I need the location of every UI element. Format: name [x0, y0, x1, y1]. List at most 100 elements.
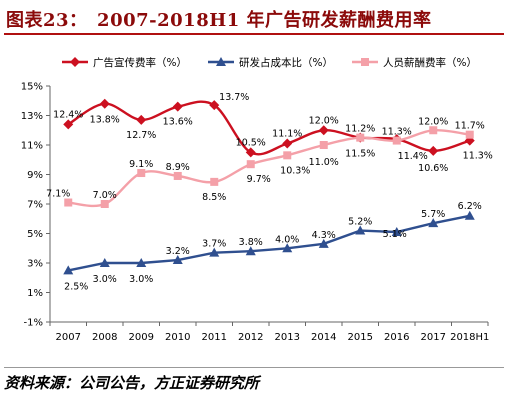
- y-tick-label: 13%: [21, 111, 43, 122]
- data-label-ad: 11.4%: [398, 151, 428, 162]
- y-tick-label: 3%: [27, 259, 43, 270]
- data-label-salary: 8.9%: [166, 162, 190, 173]
- y-tick-label: 7%: [27, 200, 43, 211]
- data-label-ad: 12.7%: [126, 130, 156, 141]
- legend-label-rd: 研发占成本比（%）: [239, 56, 333, 69]
- legend-label-salary: 人员薪酬费率（%）: [383, 56, 477, 69]
- x-tick-label: 2013: [275, 332, 300, 343]
- data-label-salary: 11.5%: [345, 149, 375, 160]
- legend-marker-salary: [361, 58, 369, 66]
- data-point-salary: [356, 133, 365, 142]
- data-label-rd: 4.3%: [312, 230, 336, 241]
- data-point-rd: [209, 247, 220, 257]
- data-label-salary: 11.0%: [309, 157, 339, 168]
- y-tick-label: 11%: [21, 141, 43, 152]
- x-tick-label: 2011: [202, 332, 227, 343]
- data-point-rd: [355, 225, 366, 235]
- x-tick-label: 2017: [421, 332, 446, 343]
- data-label-rd: 6.2%: [458, 201, 482, 212]
- data-point-rd: [63, 265, 74, 275]
- line-chart: -1% 1% 3% 5% 7% 9% 11% 13% 15% 2007 2008 2009 2010 20…: [21, 56, 493, 343]
- data-label-ad: 12.0%: [309, 115, 339, 126]
- x-tick-label: 2010: [165, 332, 190, 343]
- chart-title: 图表23： 2007-2018H1 年广告研发薪酬费用率: [6, 10, 432, 31]
- legend-marker-rd: [216, 57, 226, 66]
- data-point-salary: [246, 160, 255, 169]
- data-label-salary: 11.7%: [455, 121, 485, 132]
- data-point-salary: [64, 198, 73, 207]
- x-tick-label: 2014: [311, 332, 336, 343]
- data-label-ad: 12.4%: [53, 109, 83, 120]
- data-point-salary: [465, 130, 474, 139]
- data-label-salary: 9.1%: [129, 159, 153, 170]
- legend-marker-ad: [70, 57, 80, 67]
- legend-label-ad: 广告宣传费率（%）: [93, 56, 187, 69]
- data-label-rd: 5.7%: [421, 209, 445, 220]
- data-label-salary: 11.3%: [382, 127, 412, 138]
- data-point-ad: [99, 98, 110, 109]
- data-label-rd: 3.7%: [202, 239, 226, 250]
- x-tick-label: 2012: [238, 332, 263, 343]
- data-point-rd: [428, 218, 439, 228]
- data-point-salary: [283, 151, 292, 160]
- data-label-ad: 11.3%: [463, 151, 493, 162]
- data-label-rd: 3.0%: [93, 274, 117, 285]
- data-point-rd: [172, 255, 183, 265]
- data-point-ad: [245, 147, 256, 158]
- x-tick-label: 2009: [129, 332, 154, 343]
- title-divider: [4, 33, 504, 35]
- data-point-ad: [136, 114, 147, 125]
- x-tick-label: 2016: [384, 332, 409, 343]
- data-point-ad: [63, 119, 74, 130]
- data-point-rd: [282, 243, 293, 253]
- data-label-ad: 13.7%: [219, 92, 249, 103]
- y-tick-label: 1%: [27, 288, 43, 299]
- y-tick-label: -1%: [24, 318, 43, 329]
- y-tick-label: 9%: [27, 170, 43, 181]
- data-label-rd: 3.8%: [239, 237, 263, 248]
- data-point-rd: [136, 258, 147, 267]
- data-point-rd: [245, 246, 256, 256]
- data-label-ad: 13.8%: [90, 115, 120, 126]
- source-divider: [4, 367, 504, 368]
- data-point-rd: [464, 210, 475, 220]
- y-tick-label: 5%: [27, 229, 43, 240]
- data-point-salary: [100, 200, 109, 208]
- data-label-ad: 11.2%: [345, 124, 375, 135]
- data-point-salary: [319, 141, 328, 149]
- data-label-rd: 3.0%: [129, 274, 153, 285]
- data-point-salary: [210, 177, 219, 186]
- data-label-salary: 7.1%: [46, 189, 70, 200]
- data-point-salary: [392, 136, 401, 145]
- data-point-ad: [428, 145, 439, 156]
- data-point-salary: [173, 171, 182, 180]
- x-tick-label: 2008: [92, 332, 117, 343]
- data-point-ad: [282, 138, 293, 149]
- data-point-rd: [99, 258, 110, 267]
- series-line-rd: [68, 214, 471, 272]
- data-label-ad: 13.6%: [163, 117, 193, 128]
- data-label-rd: 5.1%: [383, 229, 407, 240]
- data-point-salary: [137, 169, 146, 178]
- data-point-salary: [429, 126, 438, 135]
- data-point-rd: [391, 227, 402, 237]
- data-label-salary: 9.7%: [247, 174, 271, 185]
- data-point-ad: [172, 101, 183, 112]
- data-label-ad: 10.5%: [236, 137, 266, 148]
- data-label-salary: 12.0%: [418, 116, 448, 127]
- data-label-salary: 7.0%: [93, 190, 117, 201]
- data-label-rd: 4.0%: [275, 234, 299, 245]
- source-note: 资料来源：公司公告，方正证券研究所: [4, 374, 260, 392]
- data-label-ad: 11.1%: [272, 129, 302, 140]
- data-label-salary: 10.3%: [280, 165, 310, 176]
- data-point-ad: [318, 125, 329, 136]
- data-label-ad: 10.6%: [418, 163, 448, 174]
- data-point-ad: [209, 100, 220, 111]
- data-label-rd: 2.5%: [64, 281, 88, 292]
- data-label-rd: 5.2%: [348, 217, 372, 228]
- x-tick-label: 2007: [56, 332, 81, 343]
- x-tick-label: 2015: [348, 332, 373, 343]
- data-label-rd: 3.2%: [166, 246, 190, 257]
- data-label-salary: 8.5%: [202, 192, 226, 203]
